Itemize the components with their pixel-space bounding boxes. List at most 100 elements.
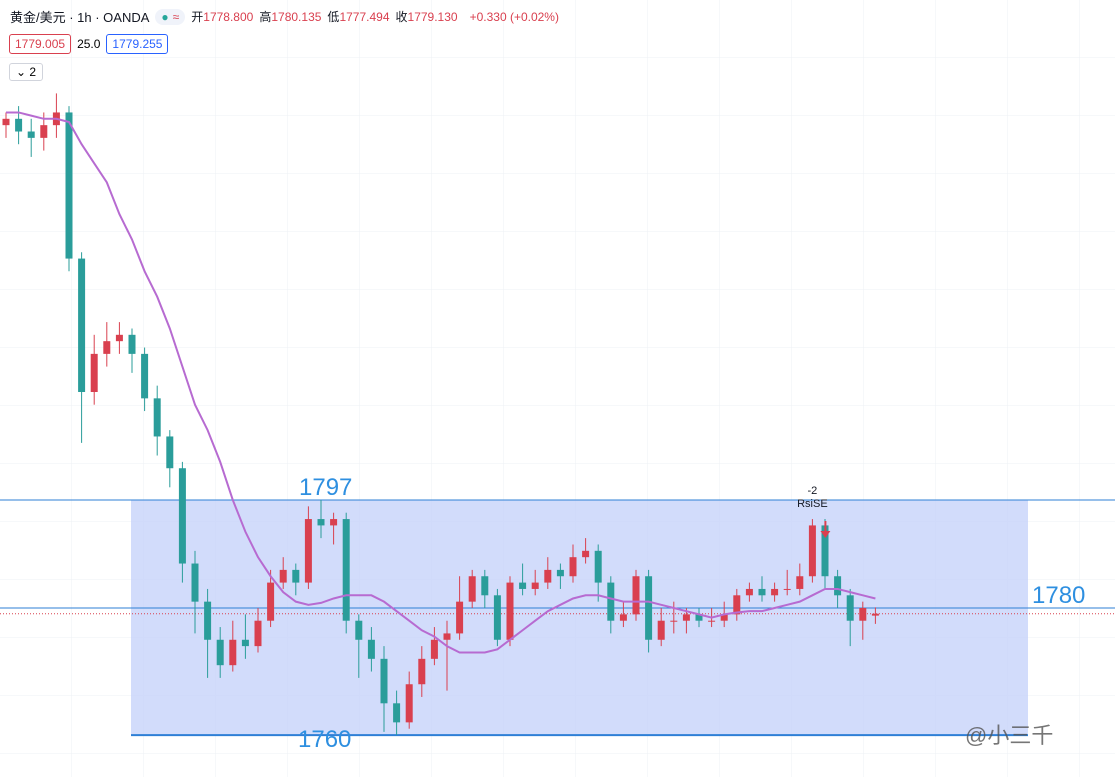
ohlc-key: 高 (259, 10, 272, 24)
candle-body (430, 639, 438, 659)
candle-body (531, 582, 539, 589)
candle-body (229, 639, 237, 666)
ask[interactable]: 1779.255 (106, 34, 169, 54)
candle-body (682, 614, 690, 621)
candle-body (670, 620, 678, 622)
candle-body (582, 550, 590, 558)
signal-arrow (820, 521, 831, 539)
candle-body (506, 582, 514, 640)
candle-body (292, 569, 300, 583)
candle-body (846, 595, 854, 621)
indicator-toggle[interactable]: ⌄ 2 (9, 63, 44, 81)
candle-body (2, 118, 10, 126)
candle-body (758, 588, 766, 596)
candle-body (733, 595, 741, 615)
change: +0.330 (+0.02%) (469, 9, 559, 24)
candle-body (493, 595, 501, 640)
candle-body (544, 569, 552, 583)
candle-body (380, 658, 388, 704)
candle-body (267, 582, 275, 621)
candle-body (241, 639, 249, 647)
level-label: 1797 (299, 474, 352, 501)
ohlc-item: 开1778.800 (191, 10, 253, 24)
watermark: @小三千 (965, 723, 1054, 748)
candle-body (254, 620, 262, 647)
ohlc-item: 收1779.130 (396, 10, 458, 24)
candle-body (771, 588, 779, 596)
bid[interactable]: 1779.005 (9, 34, 72, 54)
ohlc-item: 高1780.135 (259, 10, 321, 24)
candle-body (65, 112, 73, 259)
candle-body (481, 576, 489, 596)
candle-body (594, 550, 602, 583)
candle-body (645, 576, 653, 640)
signal-label: -2 (808, 485, 818, 497)
moving-average (6, 111, 876, 654)
candle-body (468, 576, 476, 602)
candle-body (317, 519, 325, 526)
ohlc-value: 1777.494 (339, 10, 390, 24)
range-box (131, 499, 1028, 736)
candle-body (418, 658, 426, 685)
candle-body (607, 582, 615, 621)
ohlc: 开1778.800 高1780.135 低1777.494 收1779.130 (191, 8, 463, 25)
indicator-count: 2 (29, 65, 37, 79)
candle-body (821, 525, 829, 577)
ohlc-key: 低 (327, 10, 340, 24)
candle-body (90, 353, 98, 392)
ohlc-item: 低1777.494 (327, 10, 389, 24)
candle-body (632, 576, 640, 615)
candle-body (808, 525, 816, 577)
candle-body (27, 131, 35, 138)
candle-body (166, 436, 174, 469)
candle-body (153, 398, 161, 437)
candle-body (745, 588, 753, 596)
candle-body (796, 576, 804, 589)
candle-body (456, 601, 464, 634)
ohlc-value: 1779.130 (407, 10, 458, 24)
candle-body (304, 519, 312, 583)
candle-body (720, 614, 728, 621)
ohlc-key: 开 (191, 10, 204, 24)
candle-body (695, 614, 703, 621)
candle-body (443, 633, 451, 640)
candle-body (367, 639, 375, 659)
candle-body (783, 588, 791, 590)
signal-name: RsiSE (797, 498, 828, 510)
ohlc-value: 1780.135 (271, 10, 322, 24)
candle-body (103, 341, 111, 354)
symbol: 黄金/美元 · 1h · OANDA (10, 10, 150, 25)
candle-body (519, 582, 527, 589)
candle-body (15, 118, 23, 132)
candle-body (859, 608, 867, 621)
ohlc-value: 1778.800 (203, 10, 254, 24)
ohlc-key: 收 (395, 10, 408, 24)
candle-body (178, 468, 186, 564)
candle-body (115, 334, 123, 342)
candle-body (619, 614, 627, 621)
level-label: 1760 (298, 726, 351, 753)
candle-body (78, 258, 86, 392)
candle-body (342, 519, 350, 621)
candle-body (40, 125, 48, 138)
candle-body (191, 563, 199, 602)
candle-body (708, 620, 716, 622)
level-label: 1780 (1032, 582, 1085, 609)
candle-body (216, 639, 224, 666)
candle-body (141, 353, 149, 399)
candle-body (393, 703, 401, 723)
candle-body (204, 601, 212, 640)
candle-body (355, 620, 363, 640)
candle-body (657, 620, 665, 640)
spread: 25.0 (77, 37, 101, 51)
candle-body (128, 334, 136, 354)
candle-body (405, 684, 413, 723)
status[interactable]: ● ≈ (155, 8, 186, 25)
candle-body (556, 569, 564, 577)
candle-body (330, 519, 338, 526)
quote-row: 1779.005 25.0 1779.255 (9, 34, 169, 54)
candle-body (871, 613, 879, 616)
candle-body (569, 557, 577, 577)
